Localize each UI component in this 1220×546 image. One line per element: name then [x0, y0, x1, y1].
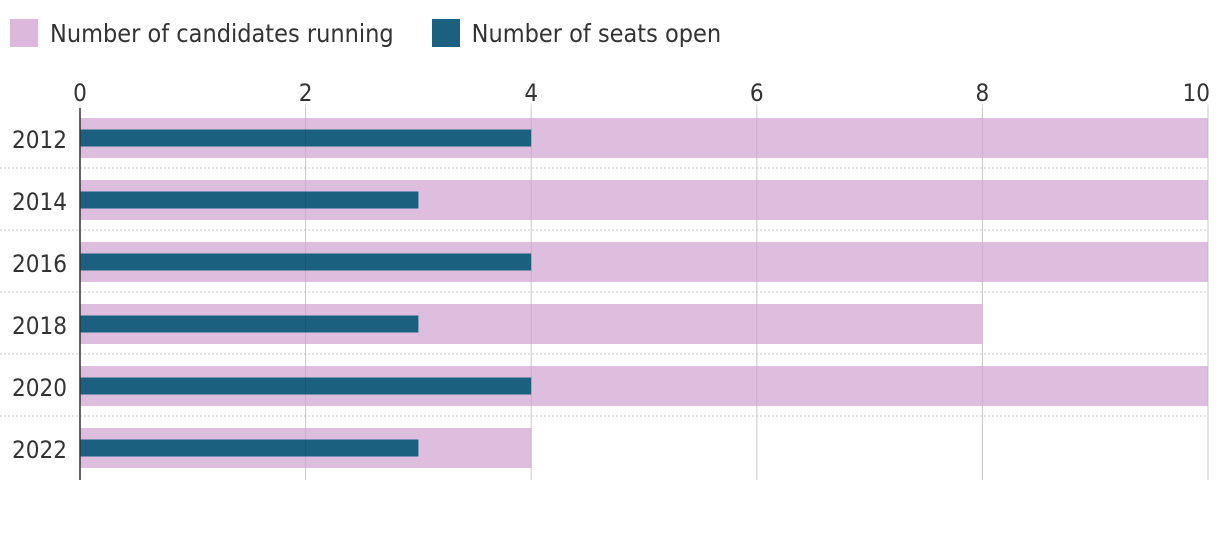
bar-seats-2018 [80, 315, 419, 333]
bar-seats-2014 [80, 191, 419, 209]
x-tick-label-4: 4 [524, 79, 538, 107]
bar-seats-2016 [80, 253, 532, 271]
legend: Number of candidates running Number of s… [10, 16, 759, 50]
category-label-2018: 2018 [12, 312, 67, 340]
legend-label-seats: Number of seats open [471, 18, 722, 48]
category-label-2014: 2014 [12, 188, 67, 216]
category-label-2012: 2012 [12, 126, 67, 154]
bar-seats-2022 [80, 439, 419, 457]
x-tick-label-0: 0 [73, 79, 87, 107]
legend-label-candidates: Number of candidates running [50, 18, 394, 48]
legend-swatch-seats [431, 19, 460, 47]
x-tick-label-8: 8 [976, 79, 990, 107]
category-label-2016: 2016 [12, 250, 67, 278]
bar-seats-2012 [80, 129, 532, 147]
legend-item-candidates: Number of candidates running [10, 19, 394, 48]
legend-item-seats: Number of seats open [431, 18, 722, 48]
x-tick-label-2: 2 [299, 79, 313, 107]
legend-swatch-candidates [10, 19, 38, 47]
category-label-2020: 2020 [12, 374, 67, 402]
category-label-2022: 2022 [12, 436, 67, 464]
x-tick-label-6: 6 [750, 79, 764, 107]
x-tick-label-10: 10 [1183, 79, 1210, 107]
bar-seats-2020 [80, 377, 532, 395]
